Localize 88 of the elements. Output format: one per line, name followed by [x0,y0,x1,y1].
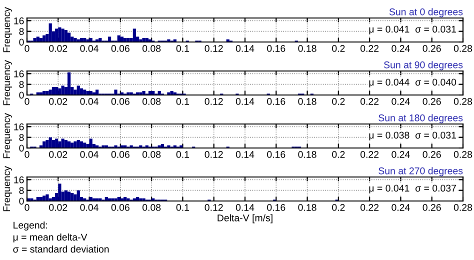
x-tick-label: 0.16 [267,204,286,211]
x-tick-label: 0.18 [298,98,316,105]
x-tick-label: 0.1 [176,45,189,52]
x-tick-label: 0.26 [422,151,441,158]
x-tick-label: 0 [24,151,30,158]
x-tick-label: 0.28 [454,98,472,105]
annotation: μ = 0.041 σ = 0.037 [369,184,456,194]
x-tick-label: 0.24 [392,151,410,158]
y-tick-label: 16 [14,176,24,184]
y-tick-label: 16 [14,70,24,78]
x-tick-label: 0.04 [80,151,98,158]
x-tick-label: 0.14 [236,45,254,52]
x-tick-label: 0.24 [392,45,410,52]
x-tick-label: 0.12 [204,98,223,105]
y-tick-label: 8 [19,28,24,35]
x-tick-label: 0.1 [176,98,189,105]
y-axis-title: Frequency [3,60,12,106]
x-tick-label: 0.02 [49,98,68,105]
x-tick-label: 0.16 [267,151,286,158]
y-axis-title: Frequency [3,166,12,212]
chart-title: Sun at 180 degrees [378,114,463,124]
x-tick-label: 0.06 [111,45,130,52]
annotation: μ = 0.038 σ = 0.031 [369,132,456,140]
x-tick-label: 0.04 [80,98,98,105]
y-tick-label: 16 [14,123,24,130]
text: σ = standard deviation [13,245,109,253]
y-tick-label: 8 [19,134,24,141]
x-tick-label: 0 [24,45,30,52]
annotation: μ = 0.044 σ = 0.040 [369,78,456,88]
y-tick-label: 0 [19,92,24,99]
x-tick-label: 0.04 [80,45,98,52]
chart-title: Sun at 0 degrees [389,8,463,18]
x-tick-label: 0.1 [176,151,189,158]
y-tick-label: 8 [19,81,24,88]
y-tick-label: 0 [19,38,24,46]
text: Legend: [14,221,48,231]
x-tick-label: 0.06 [111,204,130,211]
y-tick-label: 0 [19,144,24,152]
y-axis-title: Frequency [3,113,12,158]
x-tick-label: 0.08 [142,45,161,52]
x-tick-label: 0 [24,204,30,211]
x-tick-label: 0.06 [111,151,130,158]
x-tick-label: 0.14 [236,98,254,105]
x-tick-label: 0.02 [49,204,68,211]
x-tick-label: 0.1 [176,204,189,211]
x-tick-label: 0.02 [49,151,68,158]
x-tick-label: 0.08 [142,204,161,211]
x-tick-label: 0.08 [142,151,161,158]
x-tick-label: 0.26 [422,204,441,211]
chart-title: Sun at 270 degrees [378,167,463,176]
x-tick-label: 0.16 [267,98,286,105]
chart-title: Sun at 90 degrees [384,61,463,70]
x-tick-label: 0.16 [267,45,286,52]
x-tick-label: 0.08 [142,98,161,105]
x-tick-label: 0.28 [454,151,472,158]
y-tick-label: 16 [14,17,24,24]
x-tick-label: 0.04 [80,204,98,211]
text: μ = mean delta-V [13,233,88,242]
y-axis-title: Frequency [3,7,12,52]
x-tick-label: 0.24 [392,98,410,105]
x-tick-label: 0.18 [298,204,316,211]
x-tick-label: 0.12 [204,204,223,211]
annotation: μ = 0.041 σ = 0.031 [369,26,456,34]
x-tick-label: 0.14 [236,151,254,158]
x-tick-label: 0.14 [236,204,254,211]
x-tick-label: 0.28 [454,45,472,52]
x-tick-label: 0.12 [204,45,223,52]
x-tick-label: 0.18 [298,45,316,52]
x-tick-label: 0.2 [332,204,345,211]
y-tick-label: 8 [19,187,24,194]
x-tick-label: 0.12 [204,151,223,158]
x-tick-label: 0 [24,98,30,105]
x-tick-label: 0.22 [360,204,379,211]
x-tick-label: 0.2 [332,45,345,52]
x-tick-label: 0.22 [360,151,379,158]
x-tick-label: 0.06 [111,98,130,105]
y-tick-label: 0 [19,198,24,205]
x-tick-label: 0.22 [360,45,379,52]
x-tick-label: 0.26 [422,45,441,52]
x-tick-label: 0.2 [332,151,345,158]
x-tick-label: 0.02 [49,45,68,52]
x-axis-title: Delta-V [m/s] [218,214,272,224]
x-tick-label: 0.24 [392,204,410,211]
x-tick-label: 0.18 [298,151,316,158]
x-tick-label: 0.26 [422,98,441,105]
x-tick-label: 0.22 [360,98,379,105]
x-tick-label: 0.28 [454,204,472,211]
x-tick-label: 0.2 [332,98,345,105]
